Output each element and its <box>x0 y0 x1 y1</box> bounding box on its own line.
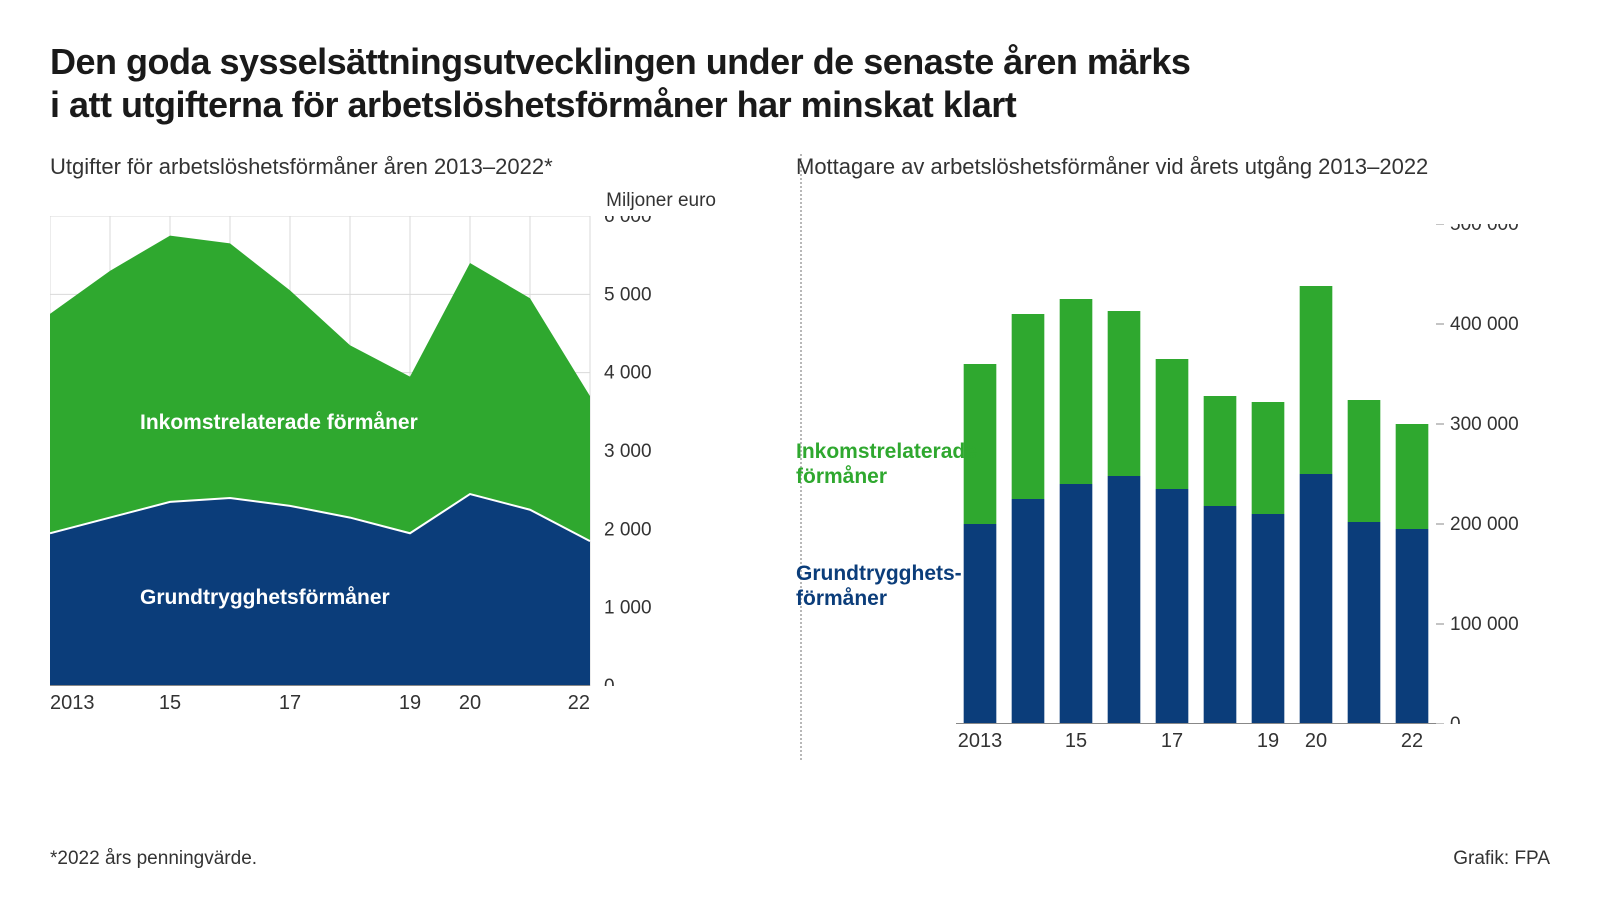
svg-text:6 000: 6 000 <box>604 216 652 227</box>
x-tick-label: 17 <box>1161 730 1183 753</box>
right-x-axis-labels: 2013 15 17 19 20 22 <box>796 724 1550 750</box>
main-title: Den goda sysselsättningsutvecklingen und… <box>50 40 1550 126</box>
x-tick-label: 19 <box>399 692 421 715</box>
left-panel: Utgifter för arbetslöshetsförmåner åren … <box>50 154 756 750</box>
right-chart: 0 100 000 200 000 300 000 400 000 500 000 Inko… <box>796 224 1550 724</box>
svg-text:0: 0 <box>1450 714 1461 724</box>
title-line-2: i att utgifterna för arbetslöshetsförmån… <box>50 84 1016 125</box>
x-tick-label: 15 <box>1065 730 1087 753</box>
title-line-1: Den goda sysselsättningsutvecklingen und… <box>50 41 1190 82</box>
left-y-unit: Miljoner euro <box>50 190 716 212</box>
x-tick-label: 20 <box>459 692 481 715</box>
svg-text:5 000: 5 000 <box>604 285 652 306</box>
svg-text:500 000: 500 000 <box>1450 224 1519 235</box>
right-subtitle: Mottagare av arbetslöshetsförmåner vid å… <box>796 154 1550 180</box>
right-series-bottom-label: Grundtrygghets-förmåner <box>796 562 962 610</box>
svg-text:100 000: 100 000 <box>1450 614 1519 635</box>
panels-container: Utgifter för arbetslöshetsförmåner åren … <box>50 154 1550 750</box>
x-tick-label: 22 <box>1401 730 1423 753</box>
footnote-left: *2022 års penningvärde. <box>50 848 257 870</box>
x-tick-label: 15 <box>159 692 181 715</box>
right-panel: Mottagare av arbetslöshetsförmåner vid å… <box>756 154 1550 750</box>
svg-text:3 000: 3 000 <box>604 441 652 462</box>
x-tick-label: 2013 <box>50 692 95 715</box>
left-subtitle: Utgifter för arbetslöshetsförmåner åren … <box>50 154 716 180</box>
svg-text:4 000: 4 000 <box>604 363 652 384</box>
x-tick-label: 19 <box>1257 730 1279 753</box>
svg-text:1 000: 1 000 <box>604 598 652 619</box>
svg-text:2 000: 2 000 <box>604 520 652 541</box>
x-tick-label: 20 <box>1305 730 1327 753</box>
left-x-axis-labels: 2013 15 17 19 20 22 <box>50 686 684 712</box>
x-tick-label: 17 <box>279 692 301 715</box>
x-tick-label: 22 <box>568 692 590 715</box>
x-tick-label: 2013 <box>958 730 1003 753</box>
svg-text:400 000: 400 000 <box>1450 314 1519 335</box>
footnote-right: Grafik: FPA <box>1453 848 1550 870</box>
left-chart: 01 0002 0003 0004 0005 0006 000Inkomstre… <box>50 216 684 686</box>
right-series-top-label: Inkomstrelateradeförmåner <box>796 440 977 488</box>
svg-text:0: 0 <box>604 676 615 686</box>
svg-text:300 000: 300 000 <box>1450 414 1519 435</box>
svg-text:200 000: 200 000 <box>1450 514 1519 535</box>
